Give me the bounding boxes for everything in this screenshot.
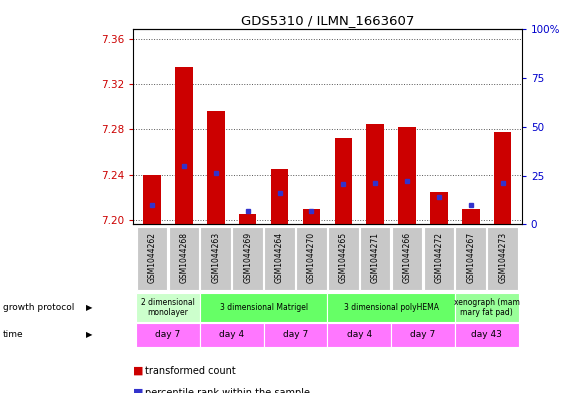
Bar [398, 127, 416, 224]
Bar [200, 323, 264, 347]
Text: ■: ■ [133, 366, 143, 376]
Bar [264, 323, 328, 347]
Bar [271, 169, 289, 224]
Bar [207, 111, 224, 224]
Text: growth protocol: growth protocol [3, 303, 74, 312]
Bar [239, 214, 257, 224]
Title: GDS5310 / ILMN_1663607: GDS5310 / ILMN_1663607 [241, 14, 414, 27]
Bar [391, 323, 455, 347]
Bar [335, 138, 352, 224]
Text: day 7: day 7 [155, 331, 181, 340]
Text: GSM1044262: GSM1044262 [147, 231, 157, 283]
Text: xenograph (mam
mary fat pad): xenograph (mam mary fat pad) [454, 298, 519, 317]
Text: time: time [3, 331, 23, 340]
Text: transformed count: transformed count [145, 366, 236, 376]
Bar [487, 226, 518, 290]
Text: day 7: day 7 [283, 331, 308, 340]
Bar [328, 323, 391, 347]
Bar [168, 226, 199, 290]
Bar [366, 123, 384, 224]
Text: GSM1044267: GSM1044267 [466, 231, 475, 283]
Text: GSM1044268: GSM1044268 [180, 231, 188, 283]
Bar [455, 294, 519, 321]
Bar [392, 226, 422, 290]
Bar [200, 294, 328, 321]
Bar [424, 226, 454, 290]
Bar [328, 294, 455, 321]
Bar [264, 226, 295, 290]
Bar [233, 226, 263, 290]
Bar [328, 226, 359, 290]
Text: ▶: ▶ [86, 331, 93, 340]
Text: GSM1044266: GSM1044266 [402, 231, 412, 283]
Bar [143, 174, 161, 224]
Bar [494, 132, 511, 224]
Bar [430, 192, 448, 224]
Text: GSM1044273: GSM1044273 [498, 231, 507, 283]
Text: 3 dimensional Matrigel: 3 dimensional Matrigel [220, 303, 308, 312]
Text: ▶: ▶ [86, 303, 93, 312]
Text: GSM1044270: GSM1044270 [307, 231, 316, 283]
Bar [360, 226, 391, 290]
Text: day 4: day 4 [219, 331, 244, 340]
Text: GSM1044265: GSM1044265 [339, 231, 348, 283]
Bar [462, 209, 480, 224]
Text: day 4: day 4 [347, 331, 372, 340]
Text: ■: ■ [133, 387, 143, 393]
Bar [296, 226, 326, 290]
Text: GSM1044272: GSM1044272 [434, 231, 444, 283]
Text: day 43: day 43 [471, 331, 502, 340]
Text: 2 dimensional
monolayer: 2 dimensional monolayer [141, 298, 195, 317]
Bar [303, 209, 320, 224]
Text: percentile rank within the sample: percentile rank within the sample [145, 387, 310, 393]
Bar [455, 226, 486, 290]
Bar [137, 226, 167, 290]
Bar [136, 323, 200, 347]
Text: GSM1044271: GSM1044271 [371, 231, 380, 283]
Text: GSM1044263: GSM1044263 [211, 231, 220, 283]
Bar [201, 226, 231, 290]
Text: 3 dimensional polyHEMA: 3 dimensional polyHEMA [343, 303, 438, 312]
Bar [175, 67, 193, 224]
Text: GSM1044264: GSM1044264 [275, 231, 284, 283]
Text: day 7: day 7 [410, 331, 436, 340]
Bar [455, 323, 519, 347]
Text: GSM1044269: GSM1044269 [243, 231, 252, 283]
Bar [136, 294, 200, 321]
